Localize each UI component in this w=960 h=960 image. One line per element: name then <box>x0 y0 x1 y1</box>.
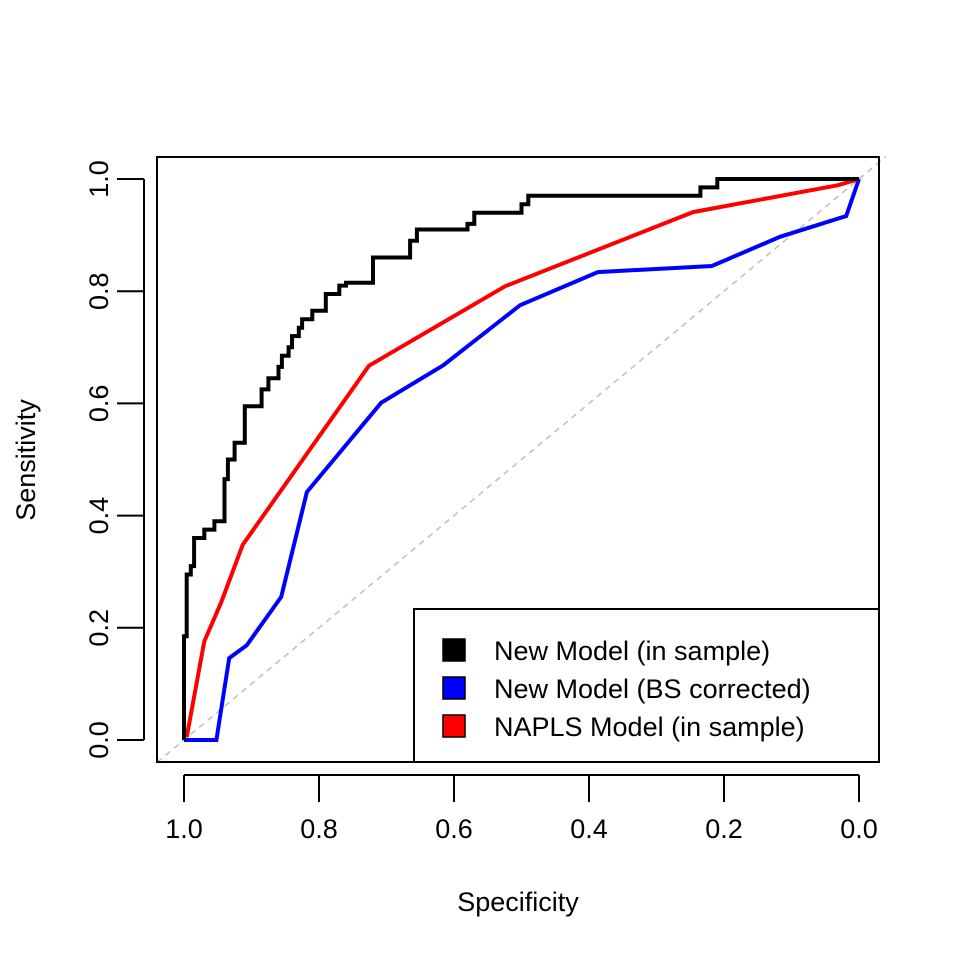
x-axis-label: Specificity <box>457 887 579 917</box>
x-tick-label: 0.8 <box>300 814 338 844</box>
y-tick-label: 0.2 <box>84 609 114 647</box>
legend-swatch <box>442 638 466 662</box>
x-tick-label: 0.0 <box>840 814 878 844</box>
legend-label: New Model (in sample) <box>494 636 770 666</box>
y-tick-label: 0.0 <box>84 721 114 759</box>
y-tick-label: 0.8 <box>84 272 114 310</box>
legend-swatch <box>442 676 466 700</box>
x-tick-label: 0.2 <box>705 814 743 844</box>
series-line-new-model-bs-corrected <box>184 178 861 742</box>
series-line-new-model-in-sample <box>182 177 859 740</box>
reference-diagonal-line <box>156 155 887 764</box>
series-line-napls-model-in-sample <box>184 177 860 738</box>
x-tick-label: 0.6 <box>435 814 473 844</box>
y-tick-label: 0.4 <box>84 497 114 535</box>
legend: New Model (in sample) New Model (BS corre… <box>413 608 880 763</box>
x-tick-label: 1.0 <box>165 814 203 844</box>
y-axis-label: Sensitivity <box>11 399 41 521</box>
legend-frame <box>413 608 880 763</box>
x-tick-label: 0.4 <box>570 814 608 844</box>
legend-label: NAPLS Model (in sample) <box>494 712 805 742</box>
legend-swatch <box>442 714 466 738</box>
y-tick-label: 1.0 <box>84 160 114 198</box>
y-tick-label: 0.6 <box>84 385 114 423</box>
legend-label: New Model (BS corrected) <box>494 674 811 704</box>
